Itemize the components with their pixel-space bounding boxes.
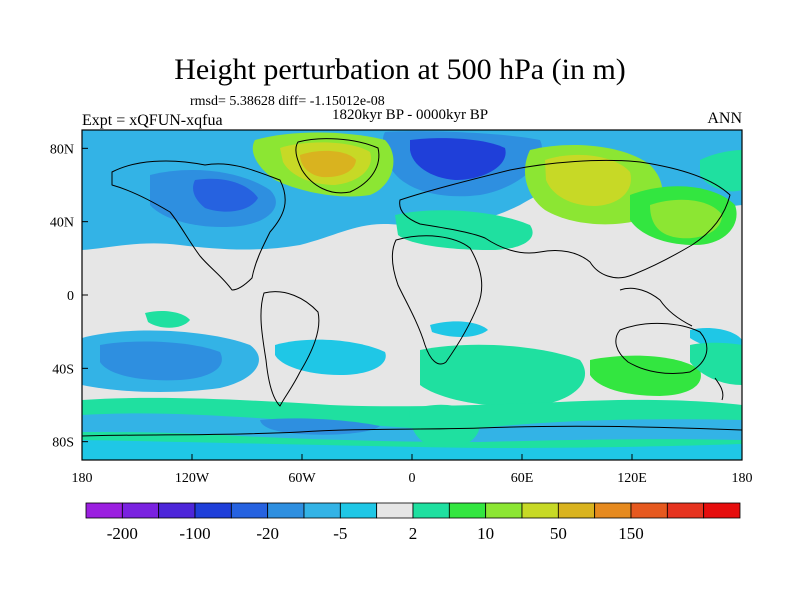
colorbar-swatch [85,502,123,519]
coast-eurasia [399,159,731,279]
latitude-axis: 80N 40N 0 40S 80S [50,142,88,451]
colorbar-swatch [339,502,378,519]
coast-greenland [295,138,380,194]
contour-positive-south-atlantic [420,344,586,407]
colorbar-swatch [448,502,487,519]
colorbar: -200 -100 -20 -5 2 10 50 150 [85,502,741,543]
coast-north-america [111,160,286,291]
contour-negative-tropical-atlantic [430,321,488,337]
contour-negative-pacific [193,178,258,212]
contour-negative-antarctic-south [82,440,742,460]
colorbar-swatch [194,502,232,519]
season-label: ANN [707,110,742,127]
coast-antarctica [82,425,742,437]
colorbar-label: -20 [256,524,279,543]
coast-australia [615,323,708,375]
coastlines [82,138,742,437]
lat-tick-label: 40N [50,216,74,231]
map-title: Height perturbation at 500 hPa (in m) [174,53,626,86]
contour-positive-south-pacific-e [690,342,742,385]
colorbar-label: 150 [618,524,644,543]
contour-positive-weddell [409,404,481,449]
colorbar-swatch [630,502,668,519]
contour-field [82,130,742,460]
colorbar-swatch [557,502,596,519]
lon-tick-label: 60W [288,471,316,486]
lon-tick-label: 120E [617,471,647,486]
lon-tick-label: 0 [409,471,416,486]
contour-negative-antarctic-core [260,418,380,435]
contour-positive-tropical-pacific [145,310,190,328]
colorbar-swatch [121,502,160,519]
colorbar-swatch [485,502,523,519]
colorbar-label: -5 [333,524,347,543]
colorbar-swatch [412,502,450,519]
colorbar-swatch [376,502,414,519]
contour-positive-eastasia-core [650,199,722,239]
contour-positive-greenland-peak [300,150,356,178]
colorbar-label: -200 [107,524,138,543]
longitude-axis: 180 120W 60W 0 60E 120E 180 [72,454,753,486]
colorbar-label: 50 [550,524,567,543]
contour-positive-europe [395,210,533,250]
contour-negative-south-pacific-core [100,341,222,381]
contour-negative-atlantic-core [410,138,506,180]
colorbar-swatch [230,502,269,519]
colorbar-swatch [303,502,341,519]
colorbar-swatch [521,502,559,519]
coast-new-zealand [714,377,724,401]
lat-tick-label: 80S [52,436,74,451]
contour-negative-antarctic-band [82,413,742,442]
lon-tick-label: 60E [511,471,534,486]
colorbar-swatch [594,502,632,519]
colorbar-swatch [666,502,705,519]
contour-positive-pacific-ne [700,150,742,192]
rmsd-stats: rmsd= 5.38628 diff= -1.15012e-08 [190,94,385,109]
lon-tick-label: 180 [732,471,753,486]
contour-positive-asia-core [545,154,631,206]
colorbar-label: 2 [409,524,418,543]
lon-tick-label: 120W [175,471,210,486]
colorbar-label: -100 [179,524,210,543]
coast-maritime-asia [619,287,693,327]
lat-tick-label: 40S [52,362,74,377]
colorbar-swatch [703,502,741,519]
time-period-label: 1820kyr BP - 0000kyr BP [331,107,489,123]
coast-south-america [260,291,320,407]
coast-africa [391,235,483,365]
lat-tick-label: 0 [67,289,74,304]
experiment-label: Expt = xQFUN-xqfua [82,112,223,129]
colorbar-label: 10 [477,524,494,543]
colorbar-swatch [267,502,305,519]
contour-positive-south-indian [590,355,701,396]
lon-tick-label: 180 [72,471,93,486]
lat-tick-label: 80N [50,142,74,157]
contour-negative-south-atlantic-w [275,339,386,375]
colorbar-swatch [158,502,196,519]
